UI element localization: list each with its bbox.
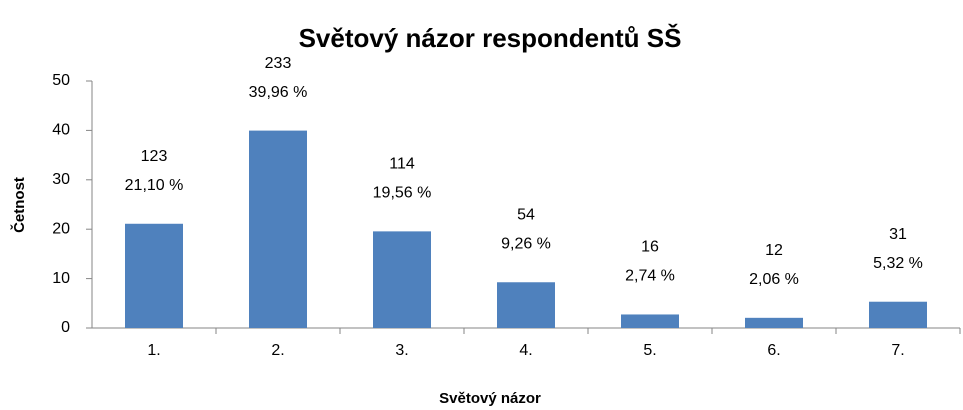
x-tick-label: 4. (519, 342, 532, 359)
x-tick-label: 3. (395, 342, 408, 359)
value-label: 19,56 % (373, 185, 432, 202)
bar (125, 223, 183, 328)
count-label: 54 (517, 206, 535, 223)
value-label: 5,32 % (873, 255, 923, 272)
y-tick-label: 50 (52, 72, 70, 89)
y-tick-label: 10 (52, 270, 70, 287)
count-label: 31 (889, 226, 907, 243)
value-label: 9,26 % (501, 235, 551, 252)
bar (249, 130, 307, 328)
y-tick-label: 20 (52, 220, 70, 237)
x-tick-label: 5. (643, 342, 656, 359)
count-label: 233 (265, 55, 292, 72)
bar (373, 231, 431, 328)
count-label: 16 (641, 239, 659, 256)
chart-title: Světový názor respondentů SŠ (299, 23, 682, 53)
y-tick-label: 0 (61, 319, 70, 336)
value-label: 21,10 % (125, 177, 184, 194)
x-tick-label: 2. (271, 342, 284, 359)
bar (869, 301, 927, 328)
y-tick-label: 30 (52, 171, 70, 188)
x-tick-label: 7. (891, 342, 904, 359)
x-tick-label: 1. (147, 342, 160, 359)
bar (497, 282, 555, 328)
y-tick-label: 40 (52, 122, 70, 139)
bar (745, 317, 803, 328)
count-label: 114 (389, 156, 415, 173)
count-label: 123 (141, 148, 168, 165)
bar (621, 314, 679, 328)
x-axis-label: Světový názor (439, 390, 541, 407)
value-label: 2,74 % (625, 268, 675, 285)
y-axis-label: Četnost (10, 177, 28, 233)
count-label: 12 (765, 242, 783, 259)
value-label: 2,06 % (749, 271, 799, 288)
x-tick-label: 6. (767, 342, 780, 359)
value-label: 39,96 % (249, 84, 308, 101)
